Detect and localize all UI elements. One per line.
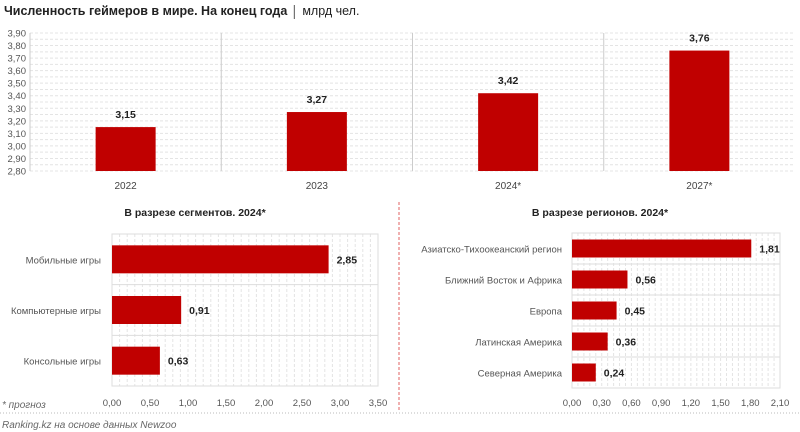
category-label: Мобильные игры (26, 255, 102, 266)
bar (669, 50, 730, 171)
category-label: Ближний Восток и Африка (445, 276, 563, 287)
category-label: Компьютерные игры (11, 306, 101, 317)
x-tick-label: 3,00 (331, 398, 350, 409)
footnote: * прогноз (2, 400, 46, 411)
x-tick-label: 2022 (115, 181, 138, 192)
y-tick-label: 3,70 (8, 54, 27, 65)
x-tick-label: 0,00 (563, 398, 582, 409)
segments-title: В разрезе сегментов. 2024* (124, 207, 266, 219)
source-label: Ranking.kz на основе данных Newzoo (2, 420, 177, 431)
bar (286, 112, 347, 171)
y-tick-label: 3,30 (8, 104, 27, 115)
data-label: 0,36 (616, 337, 637, 349)
data-label: 2,85 (337, 254, 358, 266)
bar (572, 239, 752, 258)
data-label: 0,24 (604, 368, 625, 380)
data-label: 3,27 (307, 94, 328, 106)
x-tick-label: 0,90 (652, 398, 671, 409)
data-label: 3,42 (498, 75, 519, 87)
category-label: Северная Америка (478, 369, 563, 380)
bar (478, 93, 539, 171)
y-tick-label: 3,10 (8, 129, 27, 140)
y-tick-label: 2,80 (8, 167, 27, 178)
bar (572, 270, 628, 289)
x-tick-label: 0,00 (103, 398, 122, 409)
data-label: 0,45 (625, 306, 646, 318)
y-tick-label: 3,20 (8, 116, 27, 127)
category-label: Азиатско-Тихоокеанский регион (421, 245, 562, 256)
x-tick-label: 0,60 (622, 398, 641, 409)
x-tick-label: 2,50 (293, 398, 312, 409)
x-tick-label: 2,00 (255, 398, 274, 409)
bar (112, 296, 182, 324)
y-tick-label: 3,40 (8, 91, 27, 102)
y-tick-label: 2,90 (8, 154, 27, 165)
data-label: 0,56 (635, 275, 656, 287)
data-label: 0,91 (189, 305, 210, 317)
bar (572, 363, 596, 382)
chart-title: Численность геймеров в мире. На конец го… (4, 4, 288, 18)
bar (112, 346, 160, 375)
y-tick-label: 3,80 (8, 41, 27, 52)
y-tick-label: 3,00 (8, 141, 27, 152)
unit-label: млрд чел. (302, 4, 359, 18)
category-label: Европа (530, 307, 563, 318)
category-label: Латинская Америка (475, 338, 563, 349)
y-tick-label: 3,60 (8, 66, 27, 77)
x-tick-label: 0,30 (592, 398, 611, 409)
bar (95, 127, 156, 171)
x-tick-label: 2023 (306, 181, 329, 192)
x-tick-label: 1,80 (741, 398, 760, 409)
data-label: 0,63 (168, 356, 189, 368)
data-label: 3,76 (689, 33, 710, 45)
x-tick-label: 1,50 (217, 398, 236, 409)
bar (112, 245, 329, 274)
category-label: Консольные игры (24, 357, 102, 368)
y-tick-label: 3,90 (8, 29, 27, 40)
x-tick-label: 3,50 (369, 398, 388, 409)
data-label: 1,81 (759, 244, 780, 256)
x-tick-label: 1,00 (179, 398, 198, 409)
x-tick-label: 1,20 (682, 398, 701, 409)
regions-title: В разрезе регионов. 2024* (532, 207, 669, 219)
x-tick-label: 2024* (495, 181, 521, 192)
x-tick-label: 2,10 (771, 398, 790, 409)
bar (572, 301, 617, 320)
x-tick-label: 1,50 (711, 398, 730, 409)
y-tick-label: 3,50 (8, 79, 27, 90)
x-tick-label: 2027* (686, 181, 712, 192)
bar (572, 332, 608, 351)
x-tick-label: 0,50 (141, 398, 160, 409)
data-label: 3,15 (115, 109, 136, 121)
